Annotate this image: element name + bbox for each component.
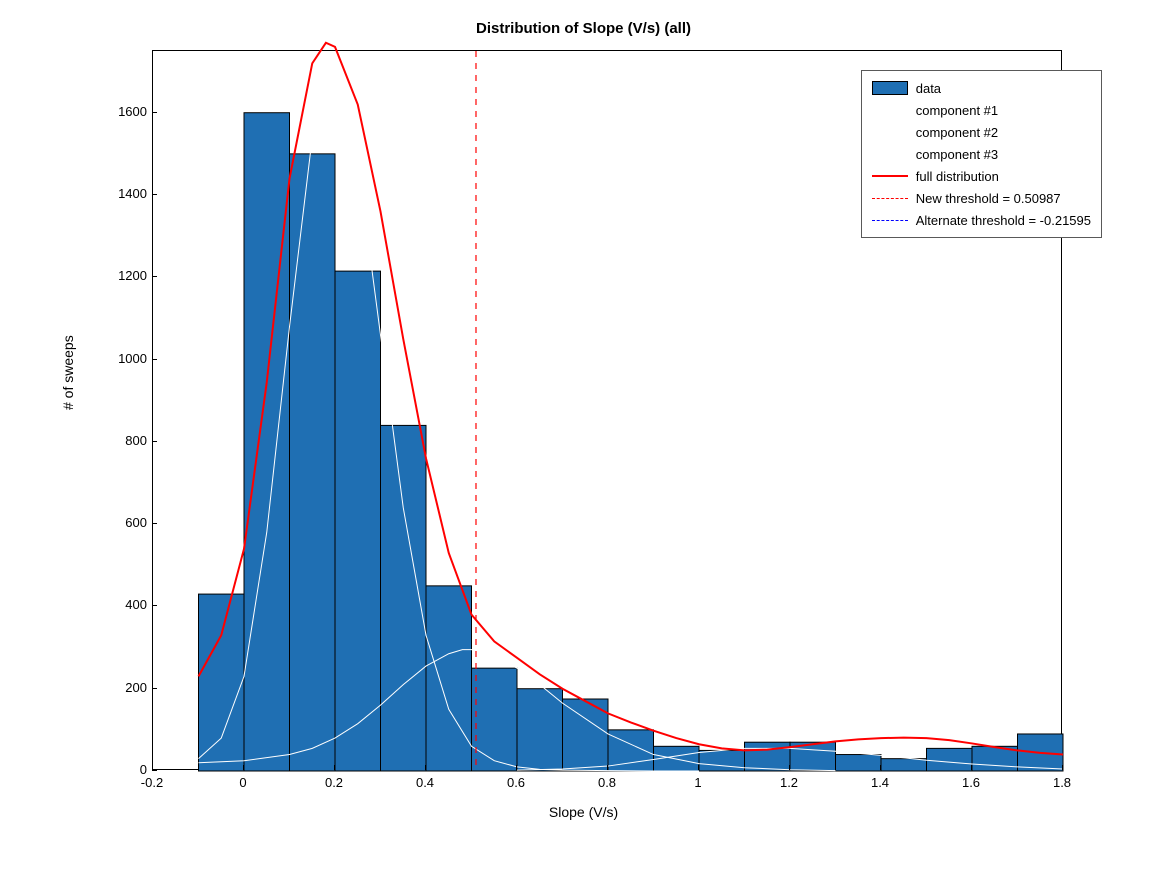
figure: Distribution of Slope (V/s) (all) # of s…	[0, 0, 1167, 875]
histogram-bar	[335, 271, 381, 771]
x-tick-label: -0.2	[141, 775, 163, 790]
legend-swatch	[872, 147, 908, 161]
x-tick	[516, 765, 517, 770]
legend-label: full distribution	[916, 169, 999, 184]
legend-row: component #1	[872, 99, 1091, 121]
legend-row: component #3	[872, 143, 1091, 165]
histogram-bar	[881, 759, 927, 771]
x-tick-label: 1	[694, 775, 701, 790]
y-tick-label: 1200	[97, 268, 147, 283]
y-tick	[152, 441, 157, 442]
y-tick-label: 1000	[97, 351, 147, 366]
y-tick	[152, 688, 157, 689]
x-tick	[243, 765, 244, 770]
legend-label: component #2	[916, 125, 998, 140]
y-tick-label: 400	[97, 597, 147, 612]
legend-row: full distribution	[872, 165, 1091, 187]
x-tick-label: 0.2	[325, 775, 343, 790]
y-tick	[152, 605, 157, 606]
legend-swatch	[872, 191, 908, 205]
y-tick	[152, 523, 157, 524]
histogram-bar	[836, 755, 882, 771]
y-tick	[152, 276, 157, 277]
histogram-bar	[517, 689, 563, 771]
histogram-bar	[199, 594, 245, 771]
legend-label: component #1	[916, 103, 998, 118]
x-tick	[971, 765, 972, 770]
legend-row: component #2	[872, 121, 1091, 143]
legend-row: New threshold = 0.50987	[872, 187, 1091, 209]
legend-swatch	[872, 125, 908, 139]
x-tick-label: 0.4	[416, 775, 434, 790]
y-tick-label: 1600	[97, 104, 147, 119]
x-tick-label: 0.6	[507, 775, 525, 790]
y-tick	[152, 194, 157, 195]
legend: data component #1 component #2 component #3…	[861, 70, 1102, 238]
legend-swatch	[872, 103, 908, 117]
histogram-bar	[290, 154, 336, 771]
x-axis-label: Slope (V/s)	[0, 804, 1167, 820]
legend-swatch	[872, 169, 908, 183]
y-axis-label: # of sweeps	[60, 335, 76, 410]
y-tick	[152, 770, 157, 771]
histogram-bar	[699, 750, 745, 771]
legend-label: component #3	[916, 147, 998, 162]
x-tick-label: 1.6	[962, 775, 980, 790]
x-tick-label: 0	[239, 775, 246, 790]
x-tick	[698, 765, 699, 770]
y-tick-label: 200	[97, 680, 147, 695]
legend-swatch	[872, 81, 908, 95]
x-tick-label: 1.8	[1053, 775, 1071, 790]
x-tick	[425, 765, 426, 770]
legend-label: New threshold = 0.50987	[916, 191, 1061, 206]
x-tick	[607, 765, 608, 770]
histogram-bar	[927, 748, 973, 771]
x-tick	[789, 765, 790, 770]
x-tick-label: 0.8	[598, 775, 616, 790]
y-tick	[152, 112, 157, 113]
y-tick-label: 600	[97, 515, 147, 530]
y-tick-label: 0	[97, 762, 147, 777]
histogram-bar	[426, 586, 472, 771]
x-tick-label: 1.4	[871, 775, 889, 790]
histogram-bar	[745, 742, 791, 771]
histogram-bar	[244, 113, 290, 771]
x-tick	[334, 765, 335, 770]
y-tick	[152, 359, 157, 360]
legend-swatch	[872, 213, 908, 227]
y-tick-label: 1400	[97, 186, 147, 201]
x-tick	[1062, 765, 1063, 770]
legend-label: data	[916, 81, 941, 96]
legend-row: data	[872, 77, 1091, 99]
legend-label: Alternate threshold = -0.21595	[916, 213, 1091, 228]
y-tick-label: 800	[97, 433, 147, 448]
histogram-bar	[472, 668, 518, 771]
x-tick	[880, 765, 881, 770]
legend-row: Alternate threshold = -0.21595	[872, 209, 1091, 231]
x-tick-label: 1.2	[780, 775, 798, 790]
chart-title: Distribution of Slope (V/s) (all)	[0, 20, 1167, 37]
